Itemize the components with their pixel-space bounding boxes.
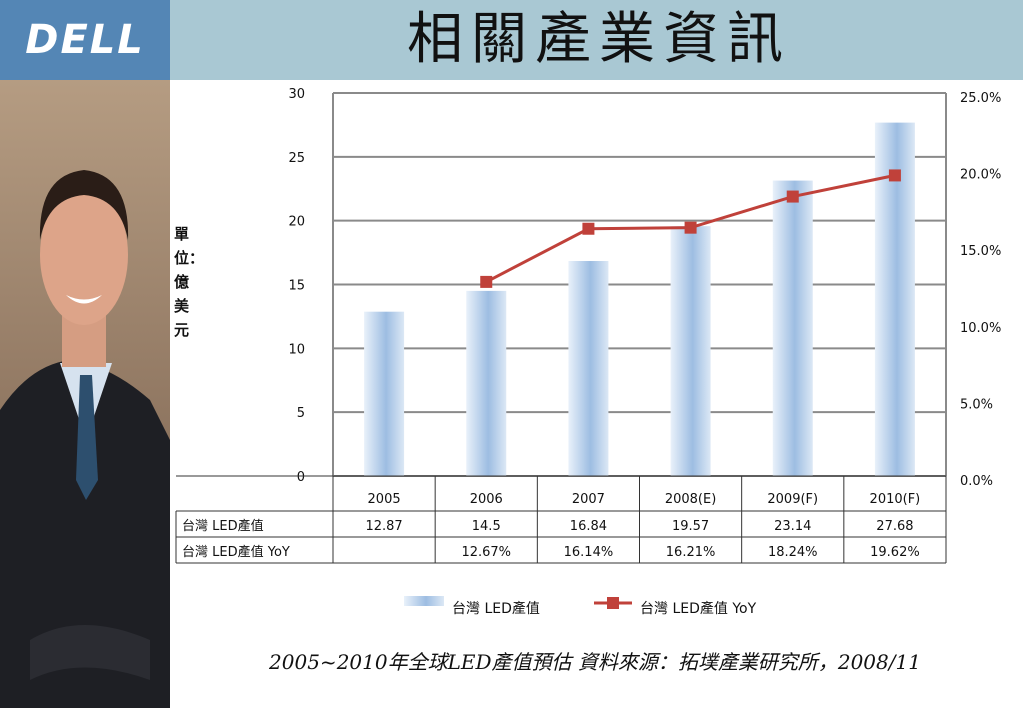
table-row-label: 台灣 LED產值 xyxy=(182,518,264,534)
y2-tick-label: 15.0% xyxy=(960,244,1001,259)
bar xyxy=(874,122,915,477)
y-tick-label: 10 xyxy=(288,342,305,357)
chart-caption: 2005~2010年全球LED產值預估 資料來源：拓墣產業研究所，2008/11 xyxy=(269,650,921,674)
x-category-label: 2007 xyxy=(572,492,605,507)
data-label: 16.21% xyxy=(666,545,716,560)
x-category-label: 2008(E) xyxy=(665,492,716,507)
x-category-label: 2009(F) xyxy=(767,492,818,507)
chart-axes: 0 5 10 15 20 25 30 0.0% 5.0% 10.0% 15.0% 20.0% 25.0% xyxy=(288,87,1001,489)
data-label: 16.14% xyxy=(564,545,614,560)
bar-series xyxy=(364,122,915,477)
logo-text: DELL xyxy=(25,17,145,63)
y-tick-label: 25 xyxy=(288,151,305,166)
bar xyxy=(466,290,507,476)
data-label: 23.14 xyxy=(774,519,811,534)
y-tick-label: 15 xyxy=(288,279,305,294)
bar xyxy=(364,311,405,476)
legend-bar-label: 台灣 LED產值 xyxy=(452,600,540,617)
y2-tick-label: 25.0% xyxy=(960,91,1001,106)
bar xyxy=(568,261,609,476)
y-tick-label: 20 xyxy=(288,215,305,230)
dell-logo: DELL xyxy=(0,0,170,80)
y2-tick-label: 0.0% xyxy=(960,474,993,489)
y2-tick-label: 5.0% xyxy=(960,397,993,412)
legend-line-marker xyxy=(607,597,619,609)
bar xyxy=(670,226,711,476)
y-tick-label: 0 xyxy=(297,470,305,485)
chart-legend: 台灣 LED產值 台灣 LED產值 YoY xyxy=(404,596,757,617)
x-category-label: 2006 xyxy=(470,492,503,507)
yoy-line-series xyxy=(480,169,901,288)
chart-data-table: 2005 2006 2007 2008(E) 2009(F) 2010(F) 台灣 LED產… xyxy=(175,475,947,564)
yoy-point xyxy=(888,169,901,182)
y-tick-label: 30 xyxy=(288,87,305,102)
data-label: 18.24% xyxy=(768,545,818,560)
led-output-chart: 0 5 10 15 20 25 30 0.0% 5.0% 10.0% 15.0% 20.0% 25.0%… xyxy=(175,87,1001,617)
data-label: 12.67% xyxy=(461,545,511,560)
data-label: 16.84 xyxy=(570,519,607,534)
header-bar: DELL 相關產業資訊 xyxy=(0,0,1023,80)
x-category-label: 2005 xyxy=(368,492,401,507)
page-title: 相關產業資訊 xyxy=(407,7,791,72)
y-tick-label: 5 xyxy=(297,406,305,421)
yoy-point xyxy=(582,222,595,235)
y2-tick-label: 20.0% xyxy=(960,168,1001,183)
legend-line-label: 台灣 LED產值 YoY xyxy=(640,600,757,617)
presenter-portrait xyxy=(0,170,170,708)
data-label: 12.87 xyxy=(365,519,402,534)
bar xyxy=(772,180,813,476)
unit-label: 單位：億美元 xyxy=(174,225,205,339)
x-category-label: 2010(F) xyxy=(870,492,921,507)
yoy-point xyxy=(786,190,799,203)
data-label: 19.57 xyxy=(672,519,709,534)
chart-gridlines xyxy=(333,92,946,477)
y2-tick-label: 10.0% xyxy=(960,321,1001,336)
table-row-label: 台灣 LED產值 YoY xyxy=(182,544,290,560)
yoy-point xyxy=(684,221,697,234)
data-label: 27.68 xyxy=(876,519,913,534)
yoy-point xyxy=(480,275,493,288)
data-label: 14.5 xyxy=(472,519,501,534)
data-label: 19.62% xyxy=(870,545,920,560)
presenter-photo xyxy=(0,80,170,708)
legend-bar-swatch xyxy=(404,596,444,606)
